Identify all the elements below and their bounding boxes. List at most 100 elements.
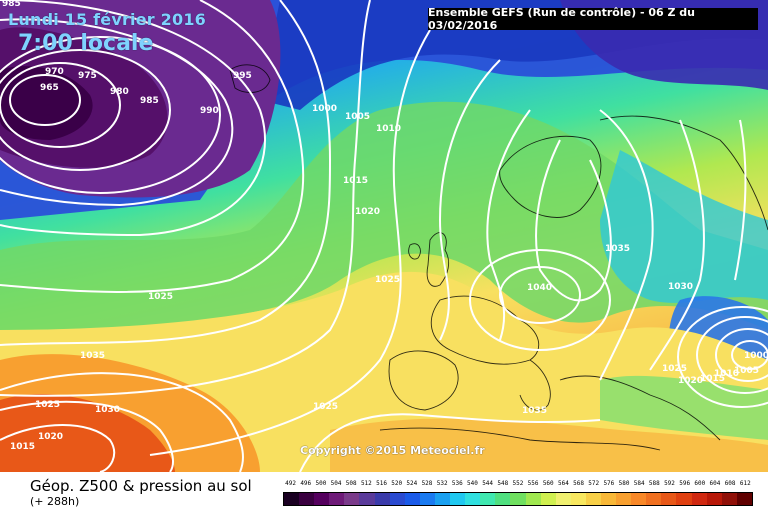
scale-tick-label: 516 [376,480,387,487]
isobar-label: 1020 [678,376,703,386]
scale-tick-label: 508 [345,480,357,487]
field-cyan-east [600,150,768,303]
scale-tick-label: 568 [573,480,584,487]
isobar-label: 1025 [662,364,687,374]
scale-swatch [555,493,571,505]
scale-tick-label: 496 [300,480,312,487]
scale-tick-label: 524 [406,480,418,487]
scale-swatch [736,493,752,505]
forecast-time: 7:00 locale [18,31,154,56]
scale-swatch [344,493,360,505]
scale-tick-label: 532 [436,480,448,487]
scale-swatch [510,493,526,505]
isobar-label: 1015 [343,176,368,186]
scale-tick-label: 556 [527,480,539,487]
isobar-label: 1025 [148,292,173,302]
scale-tick-label: 600 [694,480,706,487]
scale-tick-label: 552 [512,480,524,487]
isobar-label: 1015 [700,374,725,384]
scale-swatch [585,493,601,505]
scale-swatch [359,493,375,505]
isobar-label: 1015 [10,442,35,452]
isobar-label: 995 [233,71,252,81]
scale-swatch [389,493,405,505]
scale-swatch [631,493,647,505]
isobar-label: 1030 [95,405,120,415]
scale-swatch [314,493,330,505]
scale-tick-label: 564 [557,480,569,487]
isobar-label: 1035 [605,244,630,254]
scale-tick-label: 544 [482,480,494,487]
field-green [0,101,768,330]
isobar-label: 1010 [376,124,401,134]
scale-tick-label: 548 [497,480,509,487]
isobar-label: 975 [78,71,97,81]
scale-tick-label: 520 [391,480,403,487]
scale-tick-label: 504 [330,480,342,487]
scale-swatch [706,493,722,505]
field-low-core [0,66,93,140]
color-scale-bar [283,492,753,506]
coastlines [229,64,768,451]
scale-tick-label: 492 [285,480,296,487]
weather-map: 965 970 975 980 985 990 995 1000 1005 10… [0,0,768,472]
isobar-label: 965 [40,83,59,93]
scale-swatch [419,493,435,505]
isobar-label: 1030 [668,282,693,292]
isobar-label: 980 [110,87,129,97]
isobar-label: 1020 [38,432,63,442]
scale-tick-label: 528 [421,480,433,487]
scale-swatch [570,493,586,505]
isobar-label: 1005 [345,112,370,122]
scale-tick-label: 604 [709,480,721,487]
isobar-label: 1005 [734,366,759,376]
isobar-label: 1000 [744,351,768,361]
isobar-label: 985 [140,96,159,106]
scale-swatch [616,493,632,505]
scale-swatch [404,493,420,505]
isobar-label: 1020 [355,207,380,217]
isobar-label: 990 [200,106,219,116]
scale-tick-label: 596 [679,480,691,487]
scale-tick-label: 584 [633,480,645,487]
isobar-label: 1025 [35,400,60,410]
scale-tick-label: 576 [603,480,615,487]
scale-swatch [525,493,541,505]
field-red [0,394,175,472]
scale-tick-label: 540 [467,480,478,487]
scale-swatch [495,493,511,505]
scale-tick-label: 572 [588,480,600,487]
scale-swatch [661,493,677,505]
scale-swatch [600,493,617,505]
color-scale-labels: 492 496 500 504 508 512 516 520 524 528 532 536 540 5… [283,480,753,490]
scale-tick-label: 512 [360,480,372,487]
scale-tick-label: 612 [739,480,751,487]
scale-swatch [329,493,345,505]
run-info-text: Ensemble GEFS (Run de contrôle) - 06 Z d… [428,6,695,32]
field-orange-south [330,418,768,472]
isobar-label: 970 [45,67,64,77]
map-title: Géop. Z500 & pression au sol [30,477,252,495]
scale-swatch [374,493,390,505]
isobar-labels: 965 970 975 980 985 990 995 1000 1005 10… [2,0,768,452]
scale-tick-label: 536 [451,480,463,487]
scale-swatch [450,493,466,505]
scale-tick-label: 580 [618,480,630,487]
scale-swatch [646,493,662,505]
scale-swatch [676,493,692,505]
isobar-label: 1040 [527,283,552,293]
scale-tick-label: 608 [724,480,736,487]
field-green-se [600,375,768,440]
scale-swatch [691,493,707,505]
isobar-label: 1025 [313,402,338,412]
scale-swatch [480,493,496,505]
forecast-step: (+ 288h) [30,495,80,508]
isobar-label: 1035 [80,351,105,361]
isobar-label: 985 [2,0,21,9]
isobar-label: 1035 [522,406,547,416]
isobar-label: 1010 [714,369,739,379]
scale-swatch [434,493,451,505]
forecast-date: Lundi 15 février 2016 [8,10,206,29]
color-scale: 492 496 500 504 508 512 516 520 524 528 532 536 540 5… [283,480,753,510]
scale-tick-label: 500 [315,480,327,487]
